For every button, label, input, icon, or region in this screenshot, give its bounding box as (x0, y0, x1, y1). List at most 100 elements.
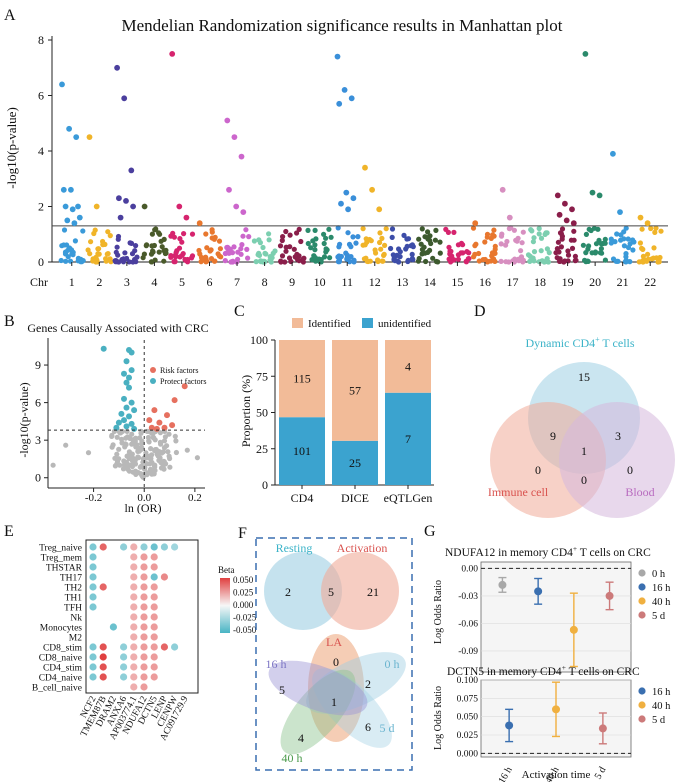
manhattan-point-ns (246, 234, 252, 240)
volcano-point-ns (121, 458, 127, 464)
venn-count-activation-only: 21 (367, 585, 379, 599)
volcano-point-ns (173, 449, 179, 456)
manhattan-point-ns (345, 230, 351, 236)
manhattan-point-ns (301, 255, 307, 261)
forest-estimate-point (534, 587, 543, 596)
manhattan-point-ns (245, 255, 251, 261)
bar-count-unidentified: 101 (293, 444, 311, 458)
manhattan-point-ns (63, 258, 69, 264)
manhattan-point-sig (240, 209, 247, 216)
heatmap-cell (130, 663, 138, 671)
manhattan-point-ns (405, 257, 411, 263)
manhattan-point-ns (460, 242, 466, 248)
manhattan-point-ns (149, 243, 155, 249)
volcano-point-ns (124, 428, 130, 434)
manhattan-xtick-label: 12 (369, 275, 381, 289)
manhattan-point-ns (280, 234, 286, 240)
volcano-point-risk (146, 417, 153, 424)
manhattan-point-sig (69, 206, 76, 213)
manhattan-point-ns (498, 258, 504, 264)
panel-a-manhattan: Mendelian Randomization significance res… (4, 16, 668, 289)
heatmap-row-label: M2 (69, 634, 82, 644)
venn-count-16h-only: 5 (279, 683, 285, 697)
manhattan-point-sig (345, 206, 351, 213)
manhattan-point-ns (140, 255, 146, 261)
bar-category-label: CD4 (291, 491, 314, 505)
forest-ytick-label: 0.050 (457, 713, 479, 723)
forest-ytick-label: 0.000 (457, 749, 479, 759)
manhattan-point-ns (261, 259, 268, 265)
heatmap-cell (89, 583, 97, 591)
manhattan-point-ns (557, 258, 563, 264)
bar-count-identified: 57 (349, 383, 361, 397)
manhattan-point-ns (383, 226, 389, 232)
manhattan-point-ns (378, 246, 384, 252)
heatmap-cell (150, 663, 158, 671)
manhattan-point-sig (343, 189, 350, 196)
manhattan-point-ns (65, 254, 71, 260)
venn-0h-label: 0 h (385, 657, 400, 671)
heatmap-cell (130, 553, 138, 561)
forest-estimate-point (605, 591, 614, 600)
manhattan-point-ns (360, 226, 366, 232)
manhattan-point-ns (525, 252, 532, 258)
heatmap-cell (89, 653, 97, 661)
bar-count-unidentified: 7 (405, 432, 411, 446)
manhattan-point-ns (530, 239, 537, 245)
manhattan-point-ns (181, 231, 187, 237)
volcano-point-ns (147, 461, 153, 467)
manhattan-point-sig (176, 203, 183, 210)
manhattan-point-ns (211, 258, 217, 264)
manhattan-point-ns (472, 243, 478, 249)
heatmap-row-label: Monocytes (40, 624, 83, 634)
manhattan-point-ns (388, 245, 394, 252)
manhattan-xtick-label: 17 (507, 275, 519, 289)
forest-bottom-title: DCTN5 in memory CD4+ T cells on CRC (447, 663, 640, 678)
manhattan-ytick-label: 4 (38, 144, 44, 158)
manhattan-point-ns (528, 227, 534, 233)
manhattan-point-ns (506, 259, 512, 265)
heatmap-cell (109, 623, 117, 631)
manhattan-point-sig (637, 214, 644, 221)
manhattan-point-ns (397, 254, 403, 260)
volcano-point-ns (173, 438, 179, 444)
manhattan-point-ns (353, 240, 359, 246)
volcano-point-ns (145, 434, 151, 441)
heatmap-cell (150, 583, 158, 591)
manhattan-point-ns (580, 242, 587, 248)
panel-letter-b: B (4, 313, 15, 330)
manhattan-point-ns (158, 238, 164, 244)
manhattan-point-ns (277, 243, 284, 249)
manhattan-point-ns (103, 258, 109, 264)
heatmap-frame (85, 539, 199, 694)
volcano-point-risk (161, 424, 168, 431)
manhattan-point-ns (115, 252, 121, 258)
heatmap-cell (89, 593, 97, 601)
manhattan-xtick-label: 6 (207, 275, 213, 289)
colorbar-title: Beta (218, 565, 235, 575)
heatmap-row-label: TH2 (65, 584, 83, 594)
heatmap-row-label: TH1 (65, 594, 83, 604)
manhattan-point-sig (86, 134, 93, 141)
manhattan-point-ns (364, 239, 370, 245)
manhattan-point-ns (238, 246, 244, 252)
heatmap-cell (130, 633, 138, 641)
manhattan-point-ns (488, 235, 494, 241)
manhattan-point-sig (334, 53, 341, 60)
manhattan-xtick-label: 19 (562, 275, 574, 289)
manhattan-point-ns (512, 256, 518, 262)
manhattan-xtick-label: 21 (617, 275, 629, 289)
manhattan-point-sig (196, 220, 203, 227)
heatmap-cell (140, 583, 148, 591)
heatmap-row-label: CD8_naive (39, 654, 82, 664)
manhattan-point-ns (375, 257, 381, 263)
manhattan-point-ns (527, 258, 533, 264)
manhattan-point-sig (362, 164, 368, 171)
heatmap-cell (130, 603, 138, 611)
volcano-point-ns (121, 462, 127, 468)
venn-count-resting-activation: 5 (328, 585, 334, 599)
manhattan-point-ns (650, 255, 657, 261)
volcano-point-protect (121, 370, 127, 377)
manhattan-point-ns (335, 254, 341, 260)
heatmap-cell (160, 573, 168, 581)
